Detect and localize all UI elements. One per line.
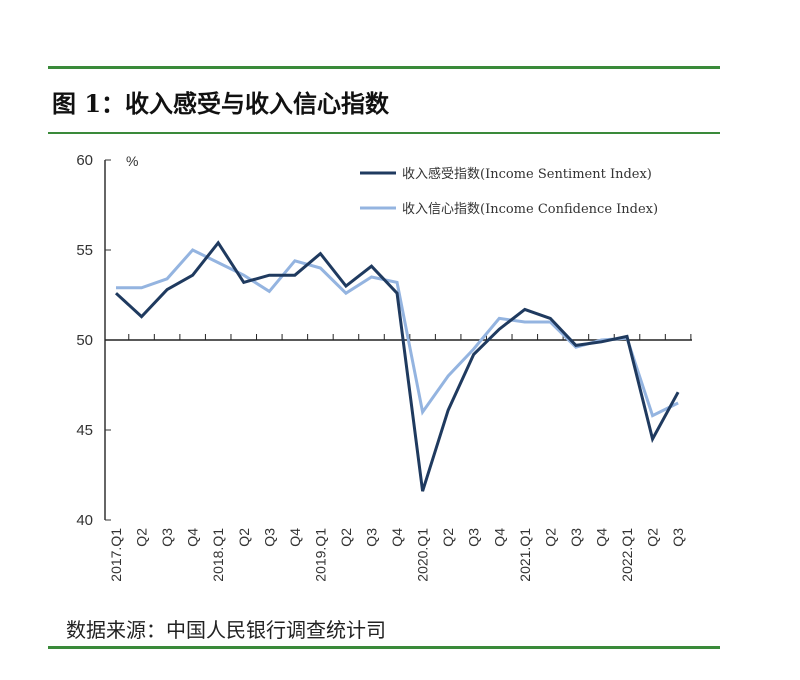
x-tick-label: 2020.Q1 xyxy=(415,528,431,582)
figure-title: 图 1：收入感受与收入信心指数 xyxy=(52,89,390,118)
series-line-0 xyxy=(114,240,680,492)
x-tick-label: 2022.Q1 xyxy=(619,528,635,582)
x-tick-label: Q2 xyxy=(134,528,150,547)
x-tick-label: Q2 xyxy=(645,528,661,547)
legend-label: 收入感受指数(Income Sentiment Index) xyxy=(402,166,652,182)
y-tick-label: 50 xyxy=(76,332,93,349)
legend-label: 收入信心指数(Income Confidence Index) xyxy=(402,202,658,217)
x-tick-label: Q4 xyxy=(389,528,405,547)
x-tick-label: Q4 xyxy=(185,528,201,547)
y-tick-label: 60 xyxy=(76,152,93,169)
x-tick-label: Q2 xyxy=(338,528,354,547)
x-tick-label: Q4 xyxy=(593,528,609,547)
x-tick-label: Q2 xyxy=(440,528,456,547)
source-note: 数据来源：中国人民银行调查统计司 xyxy=(66,618,386,642)
x-tick-label: Q2 xyxy=(236,528,252,547)
title-rule xyxy=(48,132,720,134)
x-tick-label: Q3 xyxy=(159,528,175,547)
y-tick-label: 40 xyxy=(76,512,93,529)
y-tick-label: 45 xyxy=(76,422,93,439)
x-tick-label: Q3 xyxy=(568,528,584,547)
x-tick-label: Q2 xyxy=(542,528,558,547)
x-tick-label: 2019.Q1 xyxy=(312,528,328,582)
x-tick-label: Q3 xyxy=(364,528,380,547)
y-tick-label: 55 xyxy=(76,242,93,259)
x-tick-label: 2018.Q1 xyxy=(210,528,226,582)
x-tick-label: Q3 xyxy=(670,528,686,547)
series-line-1 xyxy=(116,248,679,418)
bottom-rule xyxy=(48,646,720,649)
x-tick-label: Q4 xyxy=(491,528,507,547)
top-rule xyxy=(48,66,720,69)
x-tick-label: 2017.Q1 xyxy=(108,528,124,582)
x-tick-label: Q3 xyxy=(466,528,482,547)
x-tick-label: 2021.Q1 xyxy=(517,528,533,582)
x-tick-label: Q3 xyxy=(261,528,277,547)
x-tick-label: Q4 xyxy=(287,528,303,547)
y-unit-label: % xyxy=(126,153,138,169)
